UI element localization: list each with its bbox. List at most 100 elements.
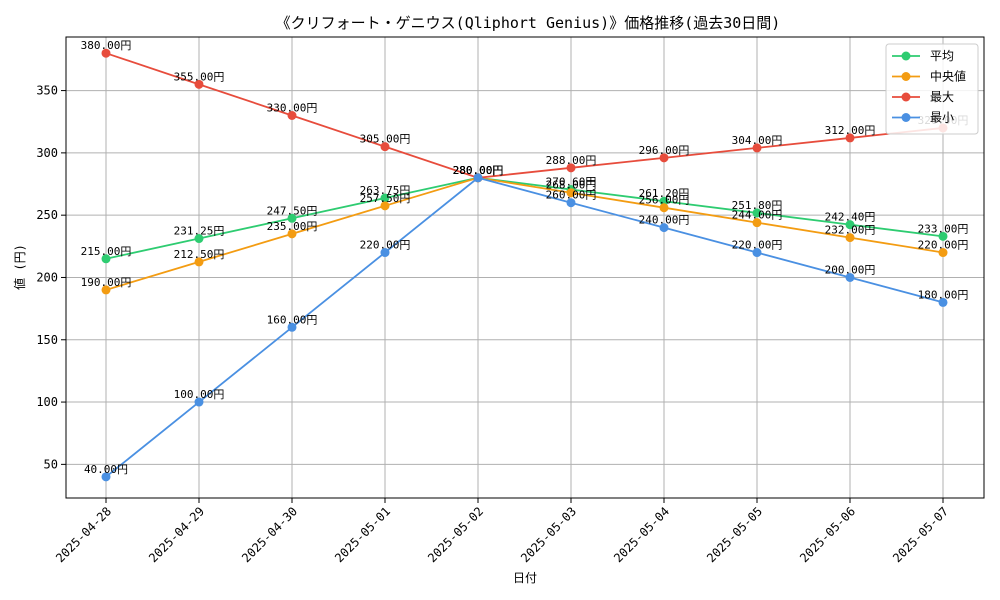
data-point — [845, 272, 855, 282]
data-point — [287, 322, 297, 332]
y-tick-label: 200 — [36, 270, 58, 284]
series-line-最大 — [105, 52, 944, 179]
data-point — [473, 173, 483, 183]
y-tick-label: 100 — [36, 395, 58, 409]
legend-swatch-marker — [901, 72, 911, 81]
data-label: 288.00円 — [546, 154, 597, 167]
series-layer — [101, 48, 948, 482]
data-point — [659, 153, 669, 163]
data-label-layer: 215.00円 231.25円 247.50円 263.75円 280.00円 270.6… — [81, 39, 969, 476]
data-label: 240.00円 — [639, 214, 690, 227]
data-label: 160.00円 — [267, 313, 318, 326]
data-label: 280.00円 — [453, 164, 504, 177]
data-label: 251.80円 — [732, 199, 783, 212]
data-label: 220.00円 — [732, 239, 783, 252]
data-label: 190.00円 — [81, 276, 132, 289]
data-label: 215.00円 — [81, 245, 132, 258]
x-tick-label: 2025-04-30 — [239, 504, 300, 565]
y-tick-label: 50 — [44, 457, 58, 471]
data-label: 355.00円 — [174, 70, 225, 83]
data-point — [101, 48, 111, 58]
data-label: 380.00円 — [81, 39, 132, 52]
data-label: 304.00円 — [732, 134, 783, 147]
data-point — [380, 201, 390, 211]
y-axis-label: 値 (円) — [12, 244, 27, 290]
data-point — [566, 163, 576, 173]
legend-label: 最大 — [930, 90, 954, 104]
data-label: 40.00円 — [84, 463, 128, 476]
data-label: 220.00円 — [360, 239, 411, 252]
data-point — [659, 223, 669, 233]
data-label: 270.60円 — [546, 176, 597, 189]
data-point — [659, 203, 669, 213]
data-point — [194, 79, 204, 89]
series-line-最小 — [105, 176, 944, 478]
chart-title: 《クリフォート・ゲニウス(Qliphort Genius)》価格推移(過去30日… — [276, 14, 781, 32]
legend-swatch-marker — [901, 51, 911, 61]
plot-frame — [65, 36, 985, 499]
data-point — [659, 196, 669, 206]
y-tick-label: 250 — [36, 208, 58, 222]
data-label: 242.40円 — [825, 211, 876, 224]
data-label: 180.00円 — [918, 288, 969, 301]
data-point — [752, 143, 762, 153]
x-tick-label: 2025-04-28 — [53, 504, 114, 565]
data-point — [566, 188, 576, 198]
x-tick-label: 2025-05-06 — [797, 504, 858, 565]
data-label: 312.00円 — [825, 124, 876, 137]
data-point — [287, 110, 297, 120]
data-label: 235.00円 — [267, 220, 318, 233]
data-label: 200.00円 — [825, 263, 876, 276]
data-point — [194, 257, 204, 267]
data-label: 233.00円 — [918, 222, 969, 235]
data-label: 296.00円 — [639, 144, 690, 157]
data-point — [380, 142, 390, 152]
data-label: 220.00円 — [918, 239, 969, 252]
data-point — [938, 231, 948, 241]
data-point — [380, 248, 390, 258]
data-point — [845, 220, 855, 230]
x-tick-label: 2025-04-29 — [146, 504, 207, 565]
series-line-平均 — [105, 176, 944, 260]
data-point — [752, 208, 762, 218]
data-label: 305.00円 — [360, 133, 411, 146]
data-label: 280.00円 — [453, 164, 504, 177]
data-point — [938, 248, 948, 258]
data-point — [194, 397, 204, 407]
tick-layer: 2025-04-28 2025-04-29 2025-04-30 2025-05-01… — [36, 84, 951, 566]
x-tick-label: 2025-05-04 — [611, 504, 672, 565]
data-point — [287, 229, 297, 239]
y-tick-label: 350 — [36, 84, 58, 98]
data-label: 212.50円 — [174, 248, 225, 261]
data-point — [194, 234, 204, 244]
y-tick-label: 300 — [36, 146, 58, 160]
data-point — [101, 254, 111, 264]
data-label: 280.00円 — [453, 164, 504, 177]
data-point — [380, 193, 390, 203]
legend-label: 中央値 — [930, 69, 966, 84]
data-label: 261.20円 — [639, 187, 690, 200]
data-point — [287, 213, 297, 223]
x-tick-label: 2025-05-05 — [704, 504, 765, 565]
x-tick-label: 2025-05-03 — [518, 504, 579, 565]
data-label: 263.75円 — [360, 184, 411, 197]
data-point — [566, 198, 576, 208]
data-label: 260.00円 — [546, 189, 597, 202]
legend-swatch-marker — [901, 113, 911, 122]
data-label: 247.50円 — [267, 204, 318, 217]
data-point — [938, 297, 948, 307]
data-label: 256.00円 — [639, 194, 690, 207]
data-label: 268.00円 — [546, 179, 597, 192]
legend-swatch-marker — [901, 92, 911, 102]
data-label: 280.00円 — [453, 164, 504, 177]
legend-box — [885, 43, 979, 135]
grid-layer — [66, 37, 984, 498]
data-label: 231.25円 — [174, 225, 225, 238]
data-point — [845, 133, 855, 143]
series-line-中央値 — [105, 176, 944, 291]
x-tick-label: 2025-05-02 — [425, 504, 486, 565]
legend-label: 平均 — [930, 49, 954, 63]
y-tick-label: 150 — [36, 333, 58, 347]
data-label: 330.00円 — [267, 101, 318, 114]
